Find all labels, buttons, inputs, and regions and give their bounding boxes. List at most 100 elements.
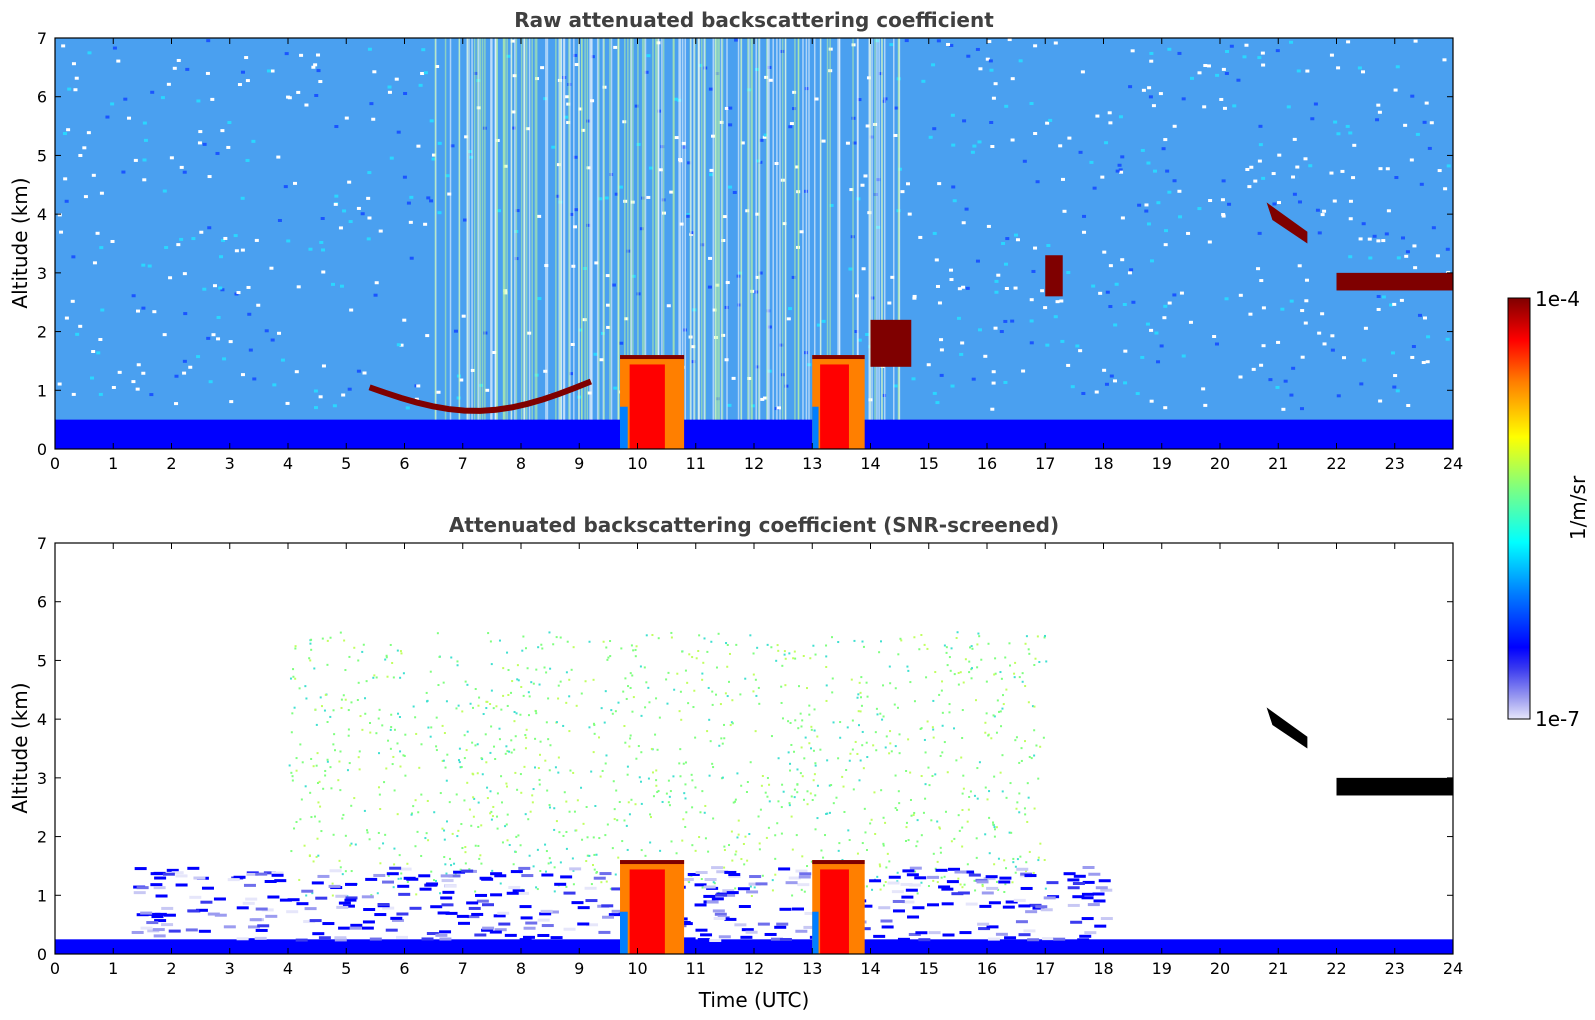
noise-speck: [1221, 213, 1226, 217]
residual-speck: [941, 902, 954, 906]
noise-speck: [788, 307, 793, 311]
residual-speck: [245, 897, 258, 901]
noise-speck: [950, 384, 955, 388]
screened-speck: [490, 725, 493, 728]
noise-speck: [569, 212, 574, 216]
screened-speck: [737, 833, 740, 836]
noise-speck: [272, 383, 277, 387]
noise-speck: [795, 165, 800, 169]
y-tick-label: 3: [37, 264, 47, 283]
screened-speck: [647, 777, 650, 780]
screened-speck: [289, 677, 292, 680]
noise-streak: [881, 38, 883, 449]
screened-speck: [669, 790, 672, 793]
screened-speck: [957, 683, 960, 686]
residual-speck: [1025, 910, 1038, 914]
noise-speck: [970, 150, 975, 154]
screened-speck: [505, 782, 508, 785]
screened-speck: [481, 773, 484, 776]
screened-speck: [465, 749, 468, 752]
residual-speck: [1035, 905, 1048, 909]
noise-speck: [931, 63, 936, 67]
noise-speck: [1046, 244, 1051, 248]
noise-speck: [1437, 169, 1442, 173]
noise-speck: [1348, 199, 1353, 203]
screened-speck: [640, 751, 643, 754]
screened-speck: [782, 790, 785, 793]
noise-speck: [648, 166, 653, 170]
noise-streak: [797, 38, 800, 449]
screened-speck: [629, 686, 632, 689]
screened-speck: [694, 849, 697, 852]
screened-speck: [934, 773, 937, 776]
noise-speck: [1232, 104, 1237, 108]
screened-speck: [500, 775, 503, 778]
noise-speck: [1320, 312, 1325, 316]
noise-speck: [1249, 165, 1254, 169]
residual-speck: [161, 906, 174, 910]
screened-speck: [771, 889, 774, 892]
noise-speck: [1376, 307, 1381, 311]
screened-speck: [709, 740, 712, 743]
screened-speck: [760, 784, 763, 787]
screened-speck: [723, 866, 726, 869]
screened-speck: [625, 824, 628, 827]
screened-speck: [348, 762, 351, 765]
noise-speck: [1078, 150, 1083, 154]
screened-speck: [463, 757, 466, 760]
screened-speck: [1034, 657, 1037, 660]
screened-speck: [514, 771, 517, 774]
feature-aerosol-layer: [368, 378, 593, 414]
screened-speck: [865, 741, 868, 744]
screened-speck: [993, 715, 996, 718]
screened-speck: [920, 727, 923, 730]
residual-speck: [791, 907, 804, 911]
noise-speck: [95, 231, 100, 235]
screened-speck: [932, 699, 935, 702]
screened-speck: [656, 791, 659, 794]
noise-speck: [1144, 209, 1149, 213]
residual-speck: [563, 891, 576, 895]
screened-speck: [758, 848, 761, 851]
screened-speck: [885, 866, 888, 869]
screened-speck: [726, 644, 729, 647]
screened-speck: [1003, 859, 1006, 862]
residual-speck: [935, 868, 948, 872]
screened-speck: [916, 840, 919, 843]
residual-speck: [303, 920, 316, 924]
screened-speck: [787, 720, 790, 723]
noise-speck: [1377, 110, 1382, 114]
noise-speck: [1276, 201, 1281, 205]
screened-speck: [332, 709, 335, 712]
screened-speck: [397, 877, 400, 880]
screened-speck: [628, 813, 631, 816]
residual-speck: [456, 914, 469, 918]
screened-speck: [757, 815, 760, 818]
screened-speck: [812, 779, 815, 782]
noise-streak: [704, 38, 706, 449]
screened-speck: [984, 786, 987, 789]
noise-streak: [591, 38, 593, 449]
screened-speck: [980, 658, 983, 661]
screened-speck: [520, 791, 523, 794]
residual-speck: [740, 935, 753, 939]
screened-speck: [876, 875, 879, 878]
x-tick-label: 4: [283, 959, 293, 978]
screened-speck: [793, 750, 796, 753]
screened-speck: [366, 829, 369, 832]
noise-speck: [131, 380, 136, 384]
screened-speck: [924, 783, 927, 786]
noise-streak: [681, 38, 684, 449]
screened-speck: [1032, 871, 1035, 874]
noise-speck: [269, 266, 274, 270]
screened-speck: [304, 685, 307, 688]
residual-speck: [779, 938, 792, 942]
screened-speck: [293, 827, 296, 830]
residual-speck: [598, 930, 611, 934]
residual-speck: [243, 883, 256, 887]
noise-speck: [131, 294, 136, 298]
noise-streak: [876, 38, 878, 449]
screened-speck: [884, 746, 887, 749]
residual-speck: [296, 902, 309, 906]
